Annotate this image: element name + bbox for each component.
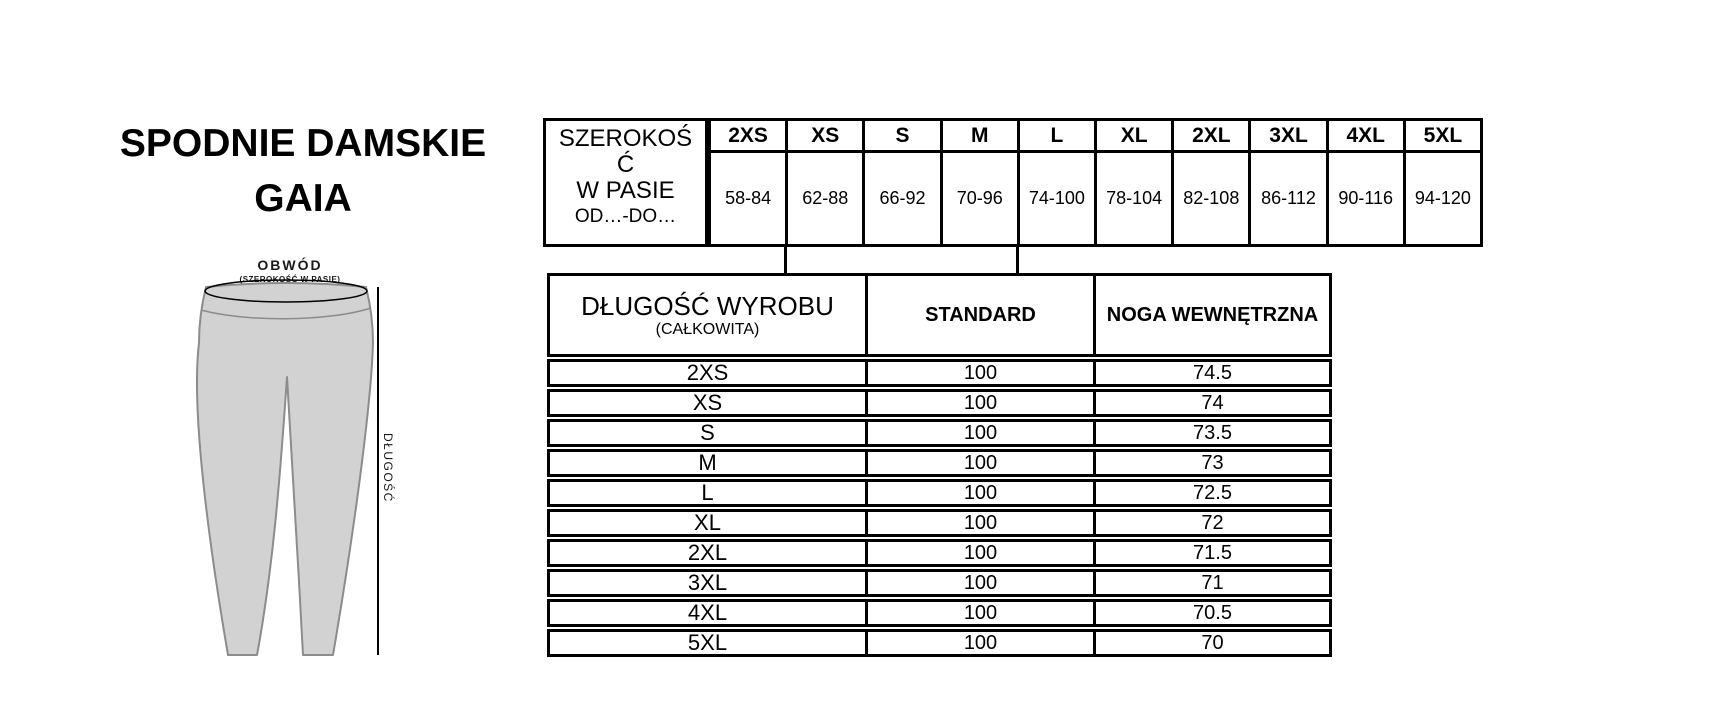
row-inner-leg-cell: 73.5: [1093, 422, 1329, 444]
waist-size-column: 3XL 86-112: [1248, 121, 1326, 244]
waist-header-line3: W PASIE: [576, 177, 675, 204]
row-size-cell: 5XL: [687, 630, 728, 655]
length-header-sub: (CAŁKOWITA): [655, 320, 760, 338]
waist-size-column: S 66-92: [862, 121, 940, 244]
waist-range-cell: 78-104: [1106, 188, 1163, 208]
standard-header-cell: STANDARD: [865, 276, 1093, 354]
row-standard-cell: 100: [865, 362, 1093, 384]
length-header-cell: DŁUGOŚĆ WYROBU (CAŁKOWITA): [550, 276, 865, 354]
size-header-cell: 2XS: [711, 121, 786, 153]
row-standard-cell: 100: [865, 452, 1093, 474]
row-inner-leg-cell: 74: [1093, 392, 1329, 414]
waist-size-column: L 74-100: [1016, 121, 1095, 244]
page-title: SPODNIE DAMSKIE GAIA: [88, 116, 518, 226]
page-title-line1: SPODNIE DAMSKIE: [119, 122, 487, 165]
row-size-cell: XL: [694, 510, 721, 535]
row-standard-cell: 100: [865, 572, 1093, 594]
size-header-cell: L: [1019, 121, 1095, 153]
length-table-row: XS 100 74: [547, 389, 1332, 417]
length-table-row: XL 100 72: [547, 509, 1332, 537]
row-size-cell: 4XL: [687, 600, 728, 625]
waist-size-column: XS 62-88: [785, 121, 863, 244]
length-table-header-row: DŁUGOŚĆ WYROBU (CAŁKOWITA) STANDARD NOGA…: [547, 273, 1332, 357]
waist-range-cell: 82-108: [1183, 188, 1240, 208]
page-title-line2: GAIA: [254, 177, 352, 220]
waist-size-column: 2XS 58-84: [708, 121, 786, 244]
waist-header-sublabel: OD…-DO…: [574, 206, 677, 227]
row-standard-cell: 100: [865, 602, 1093, 624]
waist-size-column: 2XL 82-108: [1171, 121, 1249, 244]
row-inner-leg-cell: 74.5: [1093, 362, 1329, 384]
row-inner-leg-cell: 71.5: [1093, 542, 1329, 564]
row-standard-cell: 100: [865, 482, 1093, 504]
size-header-cell: S: [865, 121, 940, 153]
size-header-cell: 2XL: [1174, 121, 1249, 153]
row-inner-leg-cell: 71: [1093, 572, 1329, 594]
table-connector-line-left: [784, 245, 787, 275]
size-header-cell: XL: [1097, 121, 1172, 153]
size-header-cell: M: [942, 121, 1017, 153]
length-header-main: DŁUGOŚĆ WYROBU: [581, 290, 834, 321]
waist-range-cell: 86-112: [1261, 188, 1316, 208]
length-measure-line: [377, 287, 379, 655]
row-inner-leg-cell: 73: [1093, 452, 1329, 474]
row-inner-leg-cell: 70: [1093, 632, 1329, 654]
waist-table-header-cell: SZEROKOŚ Ć W PASIE OD…-DO…: [546, 121, 708, 244]
waist-range-cell: 94-120: [1414, 188, 1471, 208]
length-table-row: 2XS 100 74.5: [547, 359, 1332, 387]
row-standard-cell: 100: [865, 542, 1093, 564]
row-size-cell: S: [700, 420, 715, 445]
length-table-row: 4XL 100 70.5: [547, 599, 1332, 627]
row-inner-leg-cell: 72: [1093, 512, 1329, 534]
row-size-cell: 3XL: [687, 570, 728, 595]
waist-range-cell: 58-84: [725, 188, 772, 208]
row-inner-leg-cell: 70.5: [1093, 602, 1329, 624]
row-size-cell: M: [698, 450, 717, 475]
waist-range-cell: 70-96: [956, 188, 1003, 208]
waist-range-cell: 90-116: [1338, 188, 1394, 208]
waist-range-cell: 66-92: [879, 188, 926, 208]
waist-width-table: SZEROKOŚ Ć W PASIE OD…-DO… 2XS 58-84 XS …: [543, 118, 1483, 247]
row-standard-cell: 100: [865, 632, 1093, 654]
row-size-cell: XS: [692, 390, 723, 415]
length-table-row: 3XL 100 71: [547, 569, 1332, 597]
waist-size-column: 5XL 94-120: [1402, 121, 1481, 244]
row-standard-cell: 100: [865, 392, 1093, 414]
waist-size-column: XL 78-104: [1094, 121, 1172, 244]
table-connector-line-right: [1016, 245, 1019, 275]
pants-drawing: [195, 279, 374, 656]
waist-header-line2: Ć: [616, 151, 635, 178]
size-header-cell: 3XL: [1251, 121, 1326, 153]
length-label: DŁUGOŚĆ: [381, 433, 395, 503]
row-standard-cell: 100: [865, 422, 1093, 444]
waist-ellipse: [204, 279, 368, 303]
product-length-table: DŁUGOŚĆ WYROBU (CAŁKOWITA) STANDARD NOGA…: [547, 273, 1332, 657]
pants-body-shape: [195, 282, 374, 656]
length-table-rows: 2XS 100 74.5 XS 100 74 S 100 73.5 M: [547, 359, 1332, 657]
length-table-row: S 100 73.5: [547, 419, 1332, 447]
waist-range-cell: 62-88: [802, 188, 849, 208]
row-size-cell: 2XL: [687, 540, 728, 565]
size-header-cell: 4XL: [1328, 121, 1403, 153]
size-header-cell: XS: [788, 121, 863, 153]
length-table-row: 2XL 100 71.5: [547, 539, 1332, 567]
waist-size-column: 4XL 90-116: [1325, 121, 1403, 244]
row-standard-cell: 100: [865, 512, 1093, 534]
row-size-cell: 2XS: [686, 360, 729, 385]
length-table-row: L 100 72.5: [547, 479, 1332, 507]
length-table-row: 5XL 100 70: [547, 629, 1332, 657]
waist-size-column: M 70-96: [939, 121, 1017, 244]
inner-leg-header-cell: NOGA WEWNĘTRZNA: [1093, 276, 1329, 354]
length-table-row: M 100 73: [547, 449, 1332, 477]
row-inner-leg-cell: 72.5: [1093, 482, 1329, 504]
waist-header-line1: SZEROKOŚ: [558, 125, 693, 152]
row-size-cell: L: [701, 480, 714, 505]
waistband-seam: [200, 307, 372, 320]
circumference-label: OBWÓD: [257, 257, 323, 273]
waist-size-columns: 2XS 58-84 XS 62-88 S 66-92 M 70-96: [708, 121, 1481, 244]
waist-range-cell: 74-100: [1028, 188, 1085, 208]
size-header-cell: 5XL: [1405, 121, 1481, 153]
